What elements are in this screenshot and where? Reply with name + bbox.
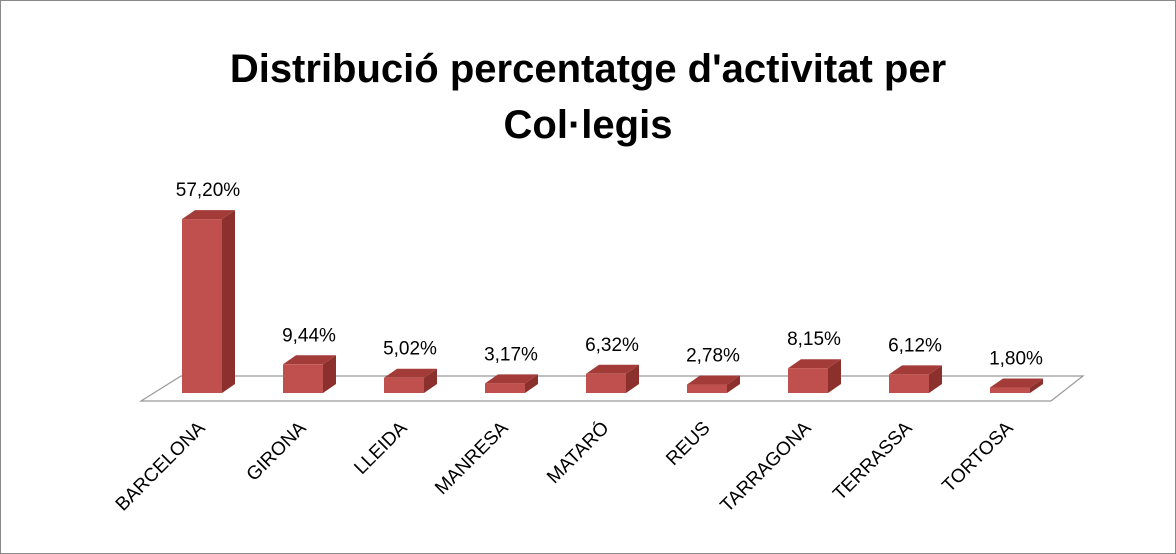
bar-side: [929, 365, 942, 393]
data-label: 6,32%: [585, 335, 639, 356]
bar-side: [323, 355, 336, 393]
chart-title: Distribució percentatge d'activitat per …: [229, 47, 947, 147]
data-label: 5,02%: [383, 339, 437, 360]
data-label: 57,20%: [176, 180, 241, 201]
bar-front: [182, 219, 222, 393]
bar-top: [384, 368, 437, 378]
x-tick-label: MANRESA: [431, 417, 513, 499]
bar-side: [1030, 378, 1043, 393]
bar-top: [586, 364, 639, 374]
bar-top: [687, 375, 740, 385]
bar: [889, 365, 942, 393]
bar-front: [485, 383, 525, 393]
data-label: 3,17%: [484, 344, 538, 365]
bar: [485, 374, 538, 393]
bar-top: [889, 365, 942, 375]
bar-side: [828, 359, 841, 393]
bar: [283, 355, 336, 393]
bar-front: [384, 377, 424, 393]
bar-side: [424, 368, 437, 393]
bar-top: [485, 374, 538, 384]
chart-title-box: Distribució percentatge d'activitat per …: [1, 41, 1175, 153]
data-label: 2,78%: [686, 346, 740, 367]
x-tick-label: LLEIDA: [350, 417, 411, 478]
bar-top: [990, 378, 1043, 388]
bar: [990, 378, 1043, 393]
bar-top: [283, 355, 336, 365]
data-label: 6,12%: [888, 335, 942, 356]
x-tick-label: MATARÓ: [542, 417, 613, 488]
x-tick-label: GIRONA: [243, 417, 311, 485]
bar-side: [525, 374, 538, 393]
bar-top: [788, 359, 841, 369]
bar: [586, 364, 639, 393]
x-tick-label: REUS: [662, 418, 714, 470]
x-tick-label: BARCELONA: [112, 417, 210, 515]
bar-front: [586, 373, 626, 393]
x-tick-label: TERRASSA: [829, 417, 916, 504]
data-label: 1,80%: [989, 349, 1043, 370]
data-label: 9,44%: [282, 325, 336, 346]
data-label: 8,15%: [787, 329, 841, 350]
x-tick-label: TARRAGONA: [717, 417, 816, 516]
bar-top: [182, 210, 235, 220]
bar-front: [990, 387, 1030, 393]
bar-front: [889, 374, 929, 393]
bar: [788, 359, 841, 393]
bar-front: [687, 384, 727, 393]
bar-front: [283, 364, 323, 393]
bar-side: [727, 375, 740, 393]
bar-side: [222, 210, 235, 393]
bar: [182, 210, 235, 393]
bar: [687, 375, 740, 393]
bar: [384, 368, 437, 393]
bar-front: [788, 368, 828, 393]
x-tick-label: TORTOSA: [938, 417, 1017, 496]
bar-side: [626, 364, 639, 393]
